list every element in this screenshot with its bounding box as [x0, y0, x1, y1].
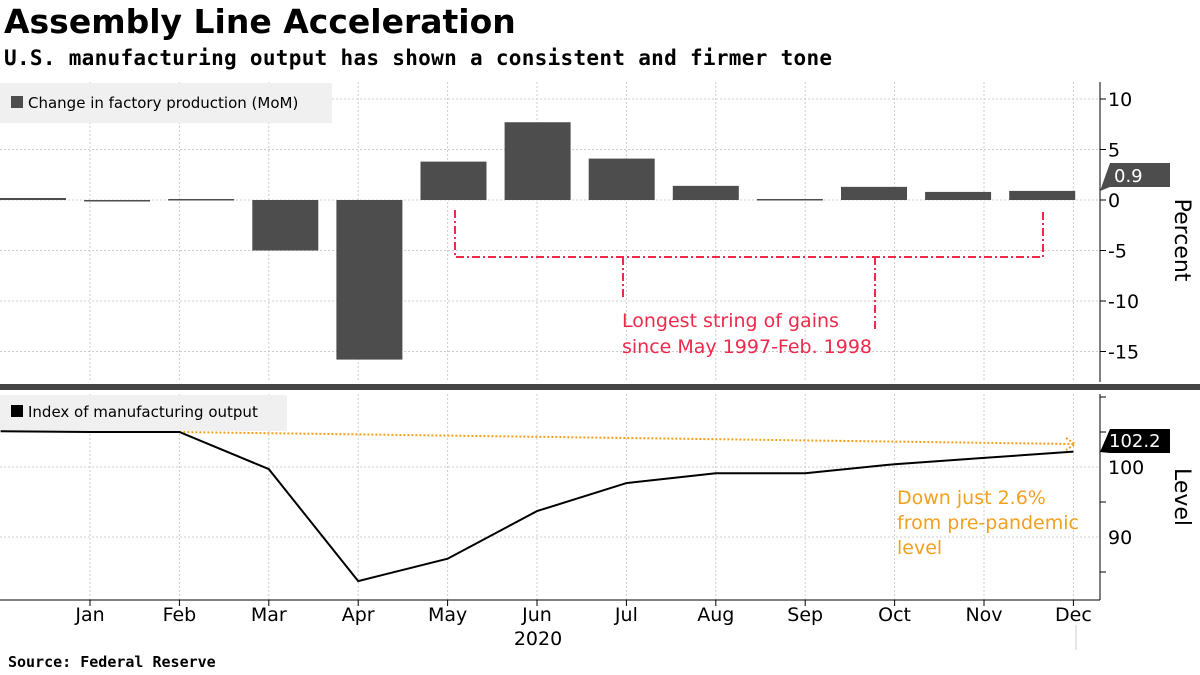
bar	[168, 198, 235, 201]
x-tick-label: Nov	[965, 604, 1002, 626]
bar	[84, 200, 151, 202]
legend-bg	[0, 83, 332, 123]
x-tick-label: Apr	[342, 604, 375, 626]
bar	[0, 197, 66, 200]
bar	[336, 200, 403, 360]
y-tick-label: -5	[1108, 241, 1127, 263]
legend-label: Index of manufacturing output	[28, 403, 258, 421]
last-value-label: 102.2	[1109, 431, 1161, 452]
annotation-text: Down just 2.6%	[897, 487, 1046, 509]
source-note: Source: Federal Reserve	[8, 653, 216, 671]
annotation-bracket	[454, 210, 1044, 258]
annotation-text: from pre-pandemic	[897, 512, 1079, 534]
index-line	[0, 430, 1074, 583]
x-tick-label: Feb	[163, 604, 197, 626]
y-tick-label: 5	[1108, 140, 1120, 162]
panel-divider	[0, 384, 1200, 390]
bar	[504, 122, 571, 200]
x-tick-label: Oct	[878, 604, 911, 626]
annotation-text: Longest string of gains	[622, 310, 839, 332]
last-value-label: 0.9	[1114, 166, 1143, 187]
x-year-label: 2020	[514, 628, 562, 650]
bar	[756, 198, 823, 201]
x-tick-label: May	[428, 604, 467, 626]
y-tick-label: 100	[1108, 457, 1144, 479]
y-tick-label: 0	[1108, 190, 1120, 212]
x-tick-label: Aug	[697, 604, 734, 626]
bar	[841, 186, 907, 200]
last-value-tag	[1100, 163, 1170, 191]
bar	[252, 200, 319, 251]
y-axis-title: Percent	[1169, 199, 1194, 282]
legend-bg	[0, 395, 287, 431]
x-tick-label: Sep	[787, 604, 823, 626]
annotation-text: level	[897, 537, 942, 559]
x-tick-label: Jun	[521, 604, 552, 626]
bar	[672, 185, 739, 200]
legend-swatch	[11, 405, 23, 417]
y-tick-label: -15	[1108, 342, 1139, 364]
bar	[588, 158, 655, 200]
annotation-text: since May 1997-Feb. 1998	[622, 336, 872, 358]
chart-title: Assembly Line Acceleration	[4, 2, 516, 41]
y-tick-label: 90	[1108, 527, 1132, 549]
legend-label: Change in factory production (MoM)	[28, 94, 298, 112]
bar	[1009, 190, 1076, 200]
x-tick-label: Jan	[74, 604, 104, 626]
y-axis-title: Level	[1169, 468, 1194, 526]
legend-swatch	[11, 96, 23, 108]
bar	[925, 191, 992, 200]
x-tick-label: Dec	[1055, 604, 1092, 626]
last-value-tag	[1100, 429, 1170, 453]
y-tick-label: -10	[1108, 291, 1139, 313]
x-tick-label: Jul	[614, 604, 638, 626]
chart-subtitle: U.S. manufacturing output has shown a co…	[4, 46, 833, 70]
bar	[420, 161, 487, 200]
y-tick-label: 10	[1108, 89, 1132, 111]
reference-line	[179, 431, 1074, 445]
x-tick-label: Mar	[251, 604, 287, 626]
